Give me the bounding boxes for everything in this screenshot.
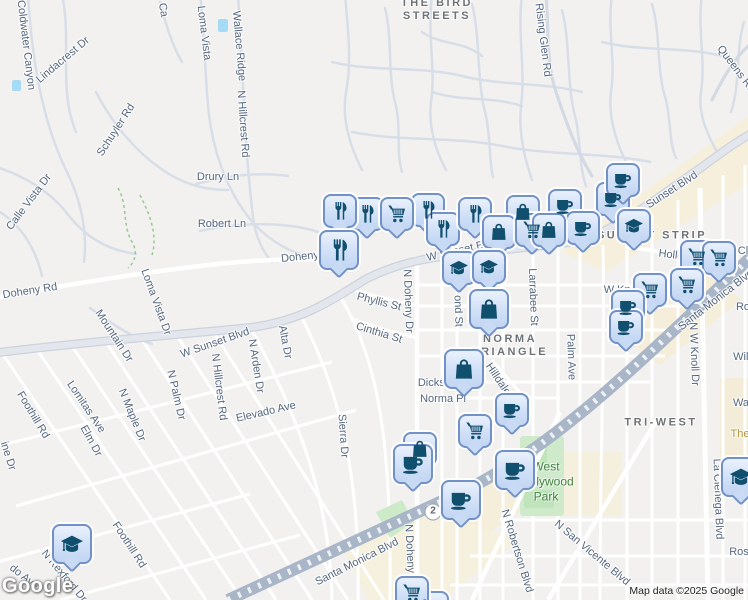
cafe-icon — [617, 321, 635, 336]
map-attribution: Map data ©2025 Google — [629, 585, 744, 597]
restaurant-icon — [333, 239, 348, 261]
shopping-cart-icon — [403, 584, 421, 600]
cafe-icon — [503, 404, 521, 419]
poi-marker-restaurant[interactable] — [426, 212, 460, 246]
shopping-bag-icon — [516, 203, 530, 221]
poi-marker-shopping[interactable] — [469, 289, 509, 329]
shopping-bag-icon — [455, 359, 473, 379]
shopping-cart-icon — [688, 248, 706, 266]
cafe-icon — [619, 301, 637, 316]
poi-marker-cafe[interactable] — [495, 450, 535, 490]
shopping-bag-icon — [413, 440, 427, 458]
cafe-icon — [403, 456, 423, 474]
doheny-rd-road — [0, 256, 353, 300]
restaurant-icon — [335, 202, 347, 220]
water-features — [12, 19, 228, 91]
restaurant-icon — [362, 205, 374, 223]
cafe-icon — [505, 462, 525, 480]
shopping-cart-icon — [710, 249, 728, 267]
cafe-icon — [556, 200, 574, 215]
poi-marker-shopping[interactable] — [532, 213, 566, 247]
restaurant-icon — [423, 201, 435, 219]
shopping-cart-icon — [466, 422, 484, 440]
shopping-cart-icon — [641, 281, 659, 299]
poi-marker-restaurant[interactable] — [319, 230, 359, 270]
shopping-bag-icon — [492, 223, 506, 241]
san-vicente-blvd-road — [546, 416, 660, 600]
poi-marker-restaurant[interactable] — [458, 197, 492, 231]
shopping-bag-icon — [480, 299, 498, 319]
cafe-icon — [451, 492, 471, 510]
poi-marker-restaurant[interactable] — [323, 194, 357, 228]
restaurant-icon — [438, 220, 450, 238]
school-icon — [729, 468, 748, 485]
poi-marker-school[interactable] — [472, 250, 506, 284]
poi-marker-grocery[interactable] — [458, 414, 492, 448]
restaurant-icon — [470, 205, 482, 223]
poi-marker-cafe[interactable] — [441, 480, 481, 520]
cafe-icon — [574, 222, 592, 237]
school-icon — [60, 535, 84, 552]
shopping-bag-icon — [542, 221, 556, 239]
poi-marker-cafe[interactable] — [609, 310, 643, 344]
shopping-cart-icon — [678, 276, 696, 294]
poi-marker-cafe[interactable] — [566, 211, 600, 245]
trail-paths — [117, 187, 155, 269]
route-shield-number: 2 — [430, 505, 436, 517]
poi-marker-cafe[interactable] — [606, 163, 640, 197]
school-icon — [479, 260, 499, 274]
poi-marker-shopping[interactable] — [444, 349, 484, 389]
poi-marker-grocery[interactable] — [380, 197, 414, 231]
street-grid-west — [0, 295, 392, 600]
poi-marker-shopping[interactable] — [482, 215, 516, 249]
google-logo[interactable]: Google — [2, 575, 74, 597]
poi-marker-cafe[interactable] — [393, 444, 433, 484]
poi-marker-school[interactable] — [52, 524, 92, 564]
poi-marker-grocery[interactable] — [670, 268, 704, 302]
poi-marker-grocery[interactable] — [395, 576, 429, 600]
cafe-icon — [604, 193, 622, 208]
school-icon — [624, 219, 644, 233]
poi-marker-school[interactable] — [617, 209, 651, 243]
shopping-cart-icon — [523, 221, 541, 239]
poi-marker-school[interactable] — [721, 457, 748, 497]
poi-marker-school[interactable] — [442, 251, 476, 285]
shopping-cart-icon — [388, 205, 406, 223]
cafe-icon — [614, 174, 632, 189]
school-icon — [449, 261, 469, 275]
hill-roads — [0, 0, 746, 346]
poi-marker-cafe[interactable] — [495, 393, 529, 427]
